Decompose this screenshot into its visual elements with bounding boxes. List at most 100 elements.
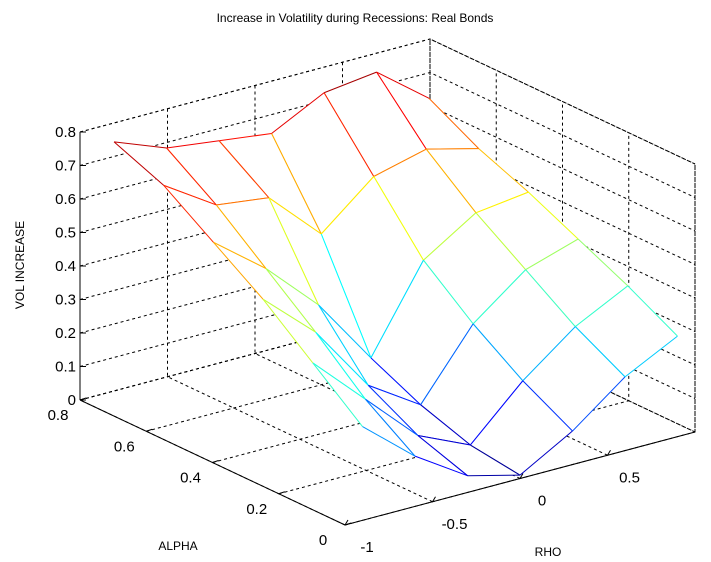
mesh-edge	[417, 435, 468, 477]
mesh-edge	[428, 98, 480, 149]
mesh-edge	[423, 259, 474, 325]
mesh-edge	[166, 147, 217, 206]
mesh-edge	[472, 323, 524, 382]
mesh-face	[312, 362, 415, 457]
mesh-face	[525, 239, 628, 327]
mesh-edge	[525, 238, 579, 271]
mesh-edge	[370, 357, 421, 406]
y-tick-label: 0.4	[180, 470, 201, 487]
grid-line	[79, 71, 696, 198]
z-tick-label: 0.2	[55, 325, 76, 342]
mesh-face	[522, 326, 625, 432]
mesh-edge	[376, 71, 427, 150]
z-tick-label: 0.7	[55, 158, 76, 175]
mesh-face	[370, 260, 474, 405]
mesh-edge	[522, 380, 573, 432]
x-tick-label: 0	[538, 493, 546, 510]
mesh-edge	[268, 197, 322, 235]
mesh-face	[324, 72, 427, 177]
y-tick-label: 0.8	[48, 407, 69, 424]
chart-title: Increase in Volatility during Recessions…	[217, 11, 494, 25]
tick-mark	[519, 473, 524, 479]
mesh-edge	[218, 133, 272, 142]
mesh-edge	[364, 398, 416, 457]
y-tick-label: 0.6	[114, 438, 135, 455]
mesh-edge	[312, 362, 366, 400]
tick-mark	[146, 428, 153, 432]
z-tick-label: 0.8	[55, 124, 76, 141]
mesh-edge	[373, 148, 427, 177]
mesh-face	[263, 299, 366, 400]
x-tick-label: -1	[360, 539, 373, 556]
mesh-edge	[113, 141, 165, 186]
tick-mark	[344, 519, 349, 526]
mesh-edge	[370, 260, 424, 359]
mesh-edge	[577, 238, 629, 287]
mesh-edge	[574, 326, 626, 378]
mesh-edge	[420, 404, 471, 446]
mesh-edge	[528, 191, 579, 240]
mesh-edge	[163, 184, 217, 206]
mesh-edge	[271, 92, 325, 134]
x-axis-label: RHO	[535, 545, 562, 559]
mesh-edge	[218, 140, 270, 199]
mesh-face	[470, 380, 573, 476]
mesh-face	[420, 323, 523, 446]
mesh-edge	[318, 304, 369, 386]
y-tick-label: 0.2	[246, 501, 267, 518]
tick-mark	[212, 460, 219, 463]
mesh-edge	[362, 426, 416, 457]
mesh-face	[373, 149, 476, 261]
mesh-face	[216, 197, 319, 305]
mesh-edge	[525, 269, 576, 327]
mesh-edge	[417, 435, 471, 446]
mesh-edge	[114, 141, 167, 149]
mesh-edge	[624, 335, 678, 378]
mesh-edge	[215, 204, 267, 269]
tick-mark	[607, 449, 611, 456]
mesh-edge	[475, 191, 529, 214]
x-tick-label: 0.5	[619, 469, 640, 486]
mesh-edge	[426, 148, 479, 150]
mesh-face	[114, 141, 217, 205]
grid-line	[278, 132, 630, 495]
mesh-face	[575, 285, 678, 377]
mesh-edge	[262, 298, 316, 333]
z-tick-label: 0.5	[55, 225, 76, 242]
mesh-edge	[414, 455, 468, 477]
mesh-edge	[469, 380, 524, 446]
grid-line	[79, 38, 696, 165]
mesh-edge	[425, 148, 477, 214]
z-axis-label: VOL INCREASE	[13, 221, 27, 309]
mesh-face	[219, 133, 322, 234]
mesh-edge	[467, 474, 521, 477]
mesh-edge	[320, 176, 375, 235]
mesh-edge	[163, 185, 214, 243]
mesh-edge	[420, 323, 474, 406]
mesh-edge	[318, 304, 372, 359]
z-tick-label: 0.6	[55, 191, 76, 208]
mesh-edge	[323, 71, 377, 94]
tick-mark	[432, 496, 436, 503]
y-axis-label: ALPHA	[158, 539, 197, 553]
mesh-face	[271, 92, 374, 234]
mesh-edge	[323, 92, 375, 177]
mesh-face	[376, 72, 479, 150]
mesh-edge	[522, 326, 576, 382]
mesh-edge	[216, 197, 269, 206]
mesh-edge	[423, 212, 477, 261]
mesh-edge	[213, 242, 264, 300]
mesh-face	[213, 242, 316, 333]
mesh-edge	[213, 241, 267, 270]
mesh-edge	[312, 362, 363, 427]
mesh-edge	[367, 384, 419, 436]
mesh-edge	[271, 133, 322, 235]
mesh-edge	[376, 71, 430, 99]
mesh-edge	[265, 268, 319, 306]
mesh-edge	[475, 212, 527, 271]
mesh-face	[321, 176, 424, 358]
tick-mark	[344, 522, 352, 526]
mesh-edge	[268, 197, 319, 306]
mesh-edge	[472, 269, 526, 325]
